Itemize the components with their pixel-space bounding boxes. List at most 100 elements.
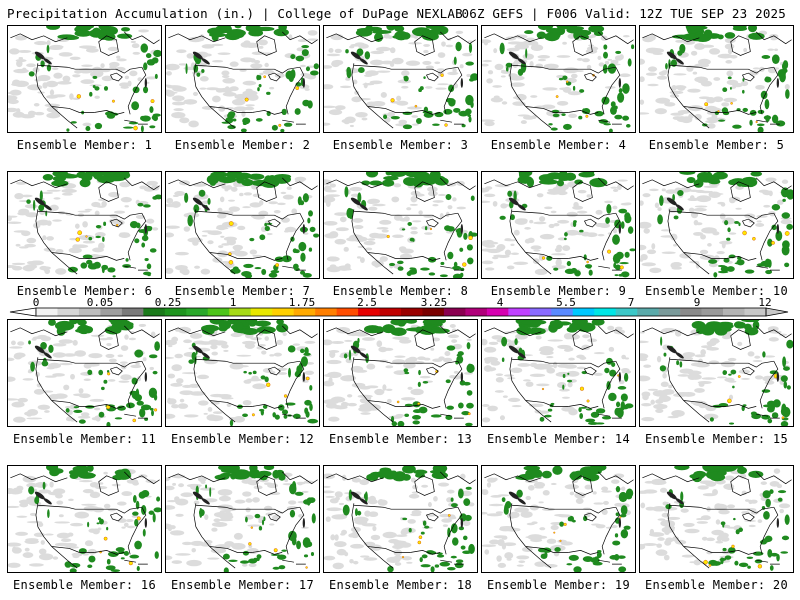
colorbar-segment	[744, 308, 767, 316]
precip-map	[639, 465, 794, 573]
colorbar-tick-label: 2.5	[357, 296, 377, 309]
precip-map	[323, 171, 478, 279]
colorbar-segment	[121, 308, 144, 316]
run-info: 06Z GEFS | F006 Valid: 12Z TUE SEP 23 20…	[461, 6, 786, 21]
precip-map	[481, 319, 636, 427]
precip-map	[481, 171, 636, 279]
ensemble-panel-9: Ensemble Member: 9	[481, 171, 636, 303]
colorbar-segment	[529, 308, 552, 316]
precip-map	[323, 25, 478, 133]
ensemble-member-label: Ensemble Member: 8	[332, 284, 469, 298]
colorbar-segment	[250, 308, 273, 316]
precip-map	[639, 171, 794, 279]
colorbar-segment	[100, 308, 123, 316]
colorbar-segment	[422, 308, 445, 316]
ensemble-member-label: Ensemble Member: 17	[171, 578, 314, 592]
colorbar-segment	[293, 308, 316, 316]
colorbar-tick-label: 7	[627, 296, 635, 309]
precip-map	[639, 25, 794, 133]
ensemble-panel-1: Ensemble Member: 1	[7, 25, 162, 157]
precip-map	[7, 319, 162, 427]
ensemble-member-label: Ensemble Member: 7	[174, 284, 311, 298]
ensemble-member-label: Ensemble Member: 18	[329, 578, 472, 592]
precip-map	[323, 319, 478, 427]
colorbar-segment	[57, 308, 80, 316]
ensemble-member-label: Ensemble Member: 13	[329, 432, 472, 446]
ensemble-member-label: Ensemble Member: 15	[645, 432, 788, 446]
ensemble-panel-15: Ensemble Member: 15	[639, 319, 794, 451]
ensemble-member-label: Ensemble Member: 10	[645, 284, 788, 298]
precip-map	[639, 319, 794, 427]
colorbar-tick-label: 0.05	[86, 296, 114, 309]
colorbar-segment	[508, 308, 531, 316]
ensemble-panel-6: Ensemble Member: 6	[7, 171, 162, 303]
colorbar-segment	[401, 308, 423, 316]
ensemble-member-label: Ensemble Member: 12	[171, 432, 314, 446]
colorbar-segment	[186, 308, 209, 316]
precip-map	[165, 465, 320, 573]
colorbar-right-arrow	[765, 307, 789, 317]
ensemble-member-label: Ensemble Member: 9	[490, 284, 627, 298]
precip-map	[481, 25, 636, 133]
colorbar-segment	[336, 308, 359, 316]
colorbar-tick-label: 12	[758, 296, 772, 309]
ensemble-member-label: Ensemble Member: 3	[332, 138, 469, 152]
colorbar-tick-label: 4	[496, 296, 504, 309]
ensemble-member-label: Ensemble Member: 16	[13, 578, 156, 592]
colorbar-segment	[723, 308, 745, 316]
ensemble-panel-13: Ensemble Member: 13	[323, 319, 478, 451]
colorbar-tick-label: 3.25	[420, 296, 448, 309]
colorbar-segment	[486, 308, 509, 316]
ensemble-panel-18: Ensemble Member: 18	[323, 465, 478, 597]
ensemble-panel-10: Ensemble Member: 10	[639, 171, 794, 303]
ensemble-panel-7: Ensemble Member: 7	[165, 171, 320, 303]
colorbar-segment	[658, 308, 681, 316]
colorbar-tick-label: 1	[229, 296, 237, 309]
colorbar-scale	[9, 307, 789, 317]
ensemble-panel-5: Ensemble Member: 5	[639, 25, 794, 157]
precip-map	[7, 25, 162, 133]
ensemble-member-label: Ensemble Member: 4	[490, 138, 627, 152]
ensemble-panel-19: Ensemble Member: 19	[481, 465, 636, 597]
colorbar-segment	[78, 308, 101, 316]
ensemble-member-label: Ensemble Member: 2	[174, 138, 311, 152]
precip-map	[7, 171, 162, 279]
precip-map	[165, 25, 320, 133]
ensemble-member-label: Ensemble Member: 14	[487, 432, 630, 446]
ensemble-panel-8: Ensemble Member: 8	[323, 171, 478, 303]
ensemble-member-label: Ensemble Member: 19	[487, 578, 630, 592]
precip-map	[165, 319, 320, 427]
ensemble-member-label: Ensemble Member: 5	[648, 138, 785, 152]
colorbar-segment	[594, 308, 617, 316]
page-title: Precipitation Accumulation (in.) | Colle…	[7, 6, 463, 21]
precip-map	[481, 465, 636, 573]
colorbar-segment	[315, 308, 337, 316]
colorbar-tick-label: 0	[32, 296, 40, 309]
precip-map	[323, 465, 478, 573]
colorbar-segment	[36, 308, 58, 316]
ensemble-member-label: Ensemble Member: 6	[16, 284, 153, 298]
colorbar-tick-label: 5.5	[556, 296, 576, 309]
ensemble-panel-4: Ensemble Member: 4	[481, 25, 636, 157]
ensemble-panel-3: Ensemble Member: 3	[323, 25, 478, 157]
colorbar-tick-label: 9	[693, 296, 701, 309]
ensemble-panel-16: Ensemble Member: 16	[7, 465, 162, 597]
colorbar-segment	[680, 308, 702, 316]
colorbar-segment	[379, 308, 402, 316]
ensemble-member-label: Ensemble Member: 20	[645, 578, 788, 592]
colorbar-segment	[272, 308, 294, 316]
colorbar-segment	[229, 308, 252, 316]
ensemble-panel-17: Ensemble Member: 17	[165, 465, 320, 597]
colorbar-segment	[637, 308, 659, 316]
colorbar-segment	[207, 308, 230, 316]
colorbar-segment	[164, 308, 187, 316]
colorbar-segment	[551, 308, 574, 316]
ensemble-panel-11: Ensemble Member: 11	[7, 319, 162, 451]
colorbar-tick-label: 0.25	[154, 296, 182, 309]
colorbar-segment	[358, 308, 380, 316]
colorbar-segment	[615, 308, 638, 316]
colorbar-tick-label: 1.75	[288, 296, 316, 309]
colorbar-segment	[443, 308, 466, 316]
colorbar-segment	[701, 308, 724, 316]
ensemble-member-label: Ensemble Member: 11	[13, 432, 156, 446]
